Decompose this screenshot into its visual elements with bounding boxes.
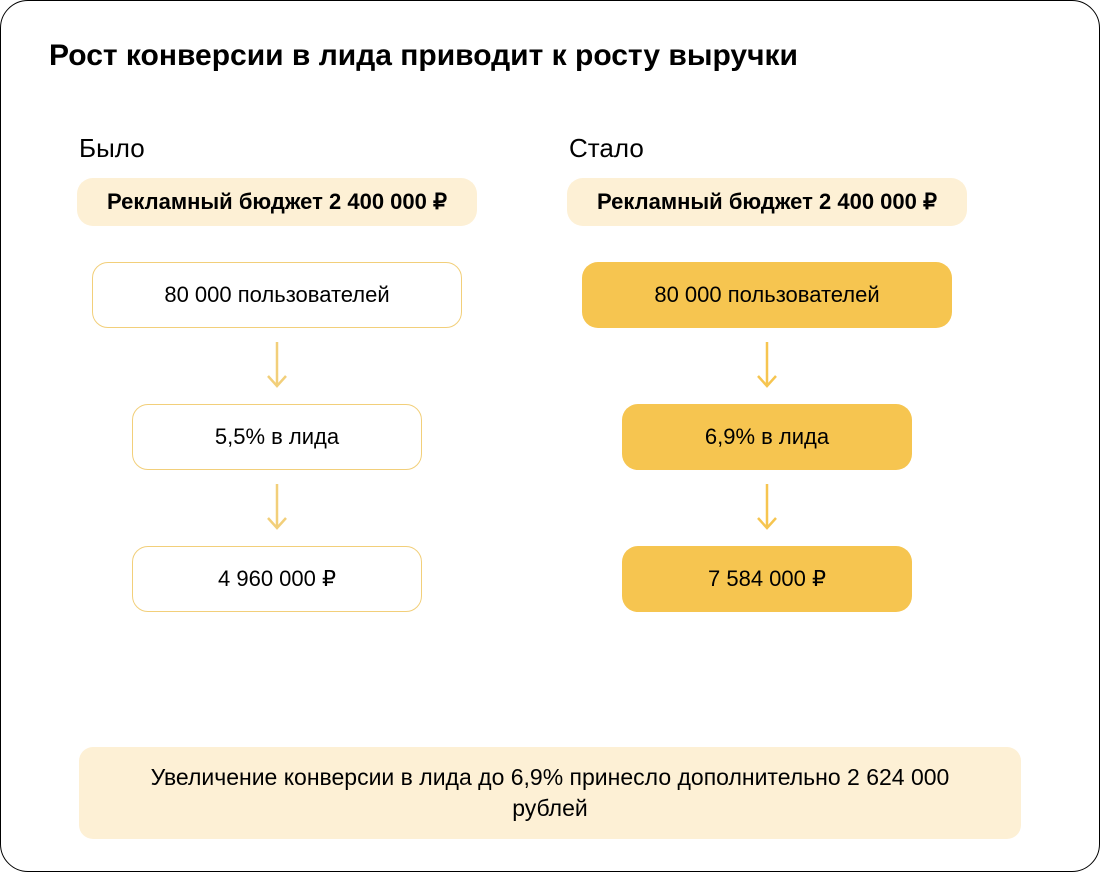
before-revenue-pill: 4 960 000 ₽ <box>132 546 422 612</box>
before-conversion-pill: 5,5% в лида <box>132 404 422 470</box>
before-column: Было Рекламный бюджет 2 400 000 ₽ 80 000… <box>77 133 477 612</box>
before-budget-pill: Рекламный бюджет 2 400 000 ₽ <box>77 178 477 226</box>
after-conversion-pill: 6,9% в лида <box>622 404 912 470</box>
after-users-pill: 80 000 пользователей <box>582 262 952 328</box>
arrow-down-icon <box>257 338 297 394</box>
after-budget-pill: Рекламный бюджет 2 400 000 ₽ <box>567 178 967 226</box>
infographic-card: Рост конверсии в лида приводит к росту в… <box>0 0 1100 872</box>
arrow-down-icon <box>747 480 787 536</box>
after-column: Стало Рекламный бюджет 2 400 000 ₽ 80 00… <box>567 133 967 612</box>
before-users-pill: 80 000 пользователей <box>92 262 462 328</box>
after-heading: Стало <box>569 133 644 164</box>
before-heading: Было <box>79 133 145 164</box>
summary-note: Увеличение конверсии в лида до 6,9% прин… <box>79 747 1021 839</box>
comparison-columns: Было Рекламный бюджет 2 400 000 ₽ 80 000… <box>49 133 1051 612</box>
arrow-down-icon <box>747 338 787 394</box>
after-revenue-pill: 7 584 000 ₽ <box>622 546 912 612</box>
page-title: Рост конверсии в лида приводит к росту в… <box>49 39 1051 73</box>
arrow-down-icon <box>257 480 297 536</box>
